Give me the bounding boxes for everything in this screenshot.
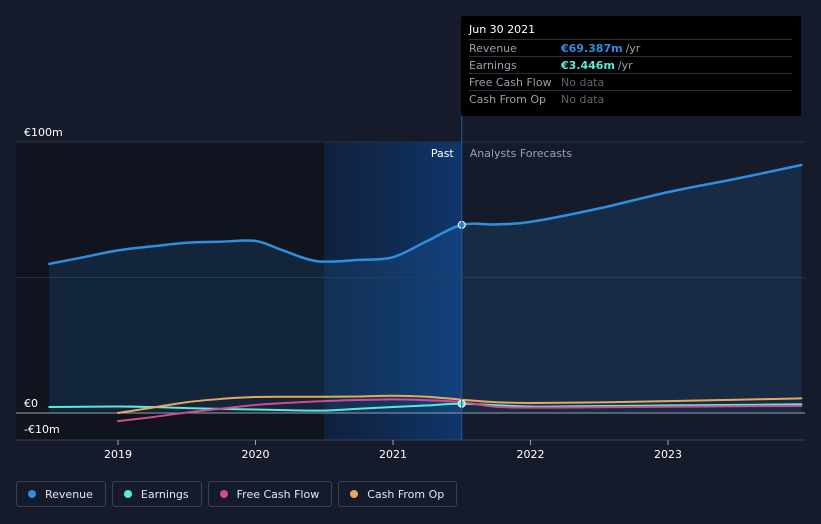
cash-from-op-line (117, 394, 803, 414)
free-cash-flow-line (117, 398, 803, 423)
tooltip-label: Cash From Op (469, 92, 547, 106)
tooltip-unit: /yr (617, 58, 633, 72)
past-label: Past (431, 147, 455, 160)
y-tick-label: -€10m (24, 423, 60, 436)
revenue-line (48, 163, 803, 266)
tooltip-row-cash-from-op: Cash From Op No data (469, 90, 792, 107)
legend-item-cash-from-op[interactable]: Cash From Op (338, 481, 458, 507)
revenue-dot-icon (28, 490, 36, 498)
y-tick-label: €100m (24, 126, 63, 139)
free-cash-flow-dot-icon (219, 490, 228, 498)
legend-item-earnings[interactable]: Earnings (111, 481, 202, 507)
legend: Revenue Earnings Free Cash Flow Cash Fro… (16, 481, 458, 507)
legend-label: Cash From Op (367, 487, 445, 501)
tooltip-label: Earnings (469, 58, 517, 72)
past-highlight-region (324, 142, 462, 440)
tooltip-unit: /yr (625, 41, 641, 55)
tooltip-label: Revenue (469, 41, 517, 55)
x-tick-label: 2019 (104, 448, 132, 461)
tooltip-label: Free Cash Flow (469, 75, 552, 89)
tooltip-date: Jun 30 2021 (469, 23, 536, 36)
x-tick-label: 2021 (379, 448, 407, 461)
tooltip-value-earnings: €3.446m (561, 58, 615, 72)
tooltip-value-free-cash-flow: No data (561, 75, 605, 89)
legend-item-revenue[interactable]: Revenue (16, 481, 106, 507)
legend-item-free-cash-flow[interactable]: Free Cash Flow (207, 481, 333, 507)
x-tick-label: 2020 (242, 448, 270, 461)
tooltip: Jun 30 2021 Revenue €69.387m /yr Earning… (461, 16, 801, 116)
y-tick-label: €0 (24, 397, 38, 410)
tooltip-value-cash-from-op: No data (561, 92, 605, 106)
forecast-label: Analysts Forecasts (470, 147, 573, 160)
cash-from-op-dot-icon (350, 490, 359, 498)
revenue-area (49, 165, 802, 413)
tooltip-row-free-cash-flow: Free Cash Flow No data (469, 73, 792, 90)
legend-label: Earnings (140, 487, 189, 501)
earnings-dot-icon (123, 490, 132, 498)
legend-label: Free Cash Flow (236, 487, 320, 501)
x-tick-label: 2023 (654, 448, 682, 461)
x-tick-label: 2022 (517, 448, 545, 461)
legend-label: Revenue (45, 487, 93, 501)
tooltip-row-revenue: Revenue €69.387m /yr (469, 39, 792, 56)
tooltip-row-earnings: Earnings €3.446m /yr (469, 56, 792, 73)
tooltip-value-revenue: €69.387m (561, 41, 623, 55)
